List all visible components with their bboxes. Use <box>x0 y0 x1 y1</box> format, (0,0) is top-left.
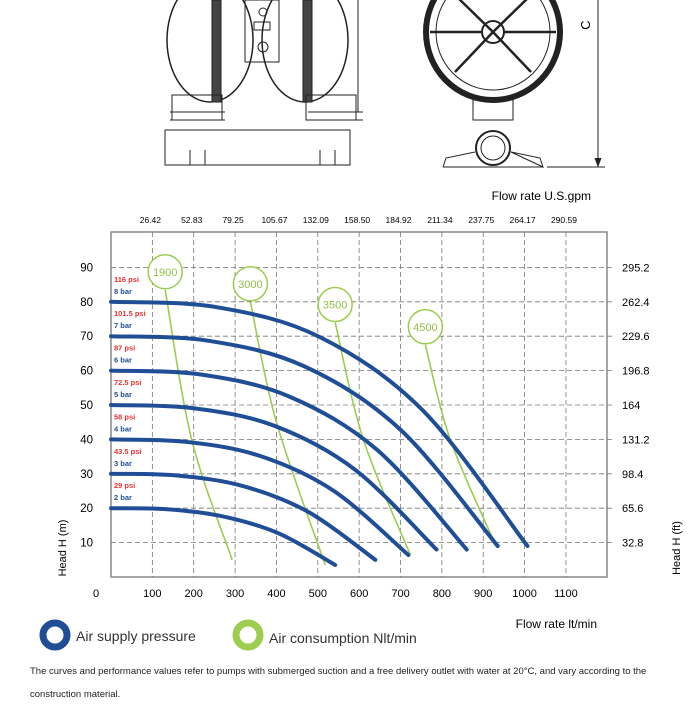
psi-label: 87 psi <box>114 344 135 353</box>
bar-label: 3 bar <box>114 459 132 468</box>
x-top-tick-label: 132.09 <box>303 215 329 225</box>
y-tick-label: 40 <box>80 434 93 446</box>
air-consumption-label: 3000 <box>238 279 262 291</box>
y-axis-title: Head H (m) <box>57 520 69 577</box>
y-right-tick-label: 262.4 <box>622 297 650 309</box>
footnote: The curves and performance values refer … <box>30 666 647 700</box>
x-top-tick-label: 79.25 <box>222 215 244 225</box>
x-tick-label: 800 <box>433 588 451 600</box>
air-consumption-curve-1900 <box>164 289 233 561</box>
bar-label: 7 bar <box>114 321 132 330</box>
air-consumption-label: 4500 <box>413 322 437 334</box>
y-tick-label: 70 <box>80 331 93 343</box>
x-top-axis-title: Flow rate U.S.gpm <box>492 189 591 203</box>
air-consumption-marker <box>147 254 183 290</box>
y-tick-label: 60 <box>80 366 93 378</box>
pump-front-view-drawing <box>164 0 363 166</box>
y-tick-label: 80 <box>80 297 93 309</box>
psi-label: 43.5 psi <box>114 447 142 456</box>
psi-label: 116 psi <box>114 275 139 284</box>
x-top-tick-label: 264.17 <box>510 215 536 225</box>
bar-label: 8 bar <box>114 287 132 296</box>
x-tick-label: 1100 <box>554 588 578 600</box>
y-right-tick-label: 229.6 <box>622 331 650 343</box>
y-tick-label: 90 <box>80 262 93 274</box>
y-tick-label: 50 <box>80 400 93 412</box>
air-consumption-marker <box>232 266 269 302</box>
x-tick-label: 0 <box>93 588 99 600</box>
bar-label: 4 bar <box>114 424 132 433</box>
y-tick-label: 10 <box>80 538 93 550</box>
x-top-tick-label: 26.42 <box>140 215 162 225</box>
psi-label: 29 psi <box>114 481 135 490</box>
air-consumption-curve-3000 <box>249 301 327 566</box>
y-right-tick-label: 65.6 <box>622 503 643 515</box>
y-right-tick-label: 295.2 <box>622 262 650 274</box>
x-top-tick-label: 158.50 <box>344 215 370 225</box>
dimension-c-label: C <box>578 20 593 29</box>
x-top-tick-label: 211.34 <box>427 215 453 225</box>
legend-air-label: Air consumption Nlt/min <box>269 630 417 646</box>
y-right-tick-label: 98.4 <box>622 469 643 481</box>
y-right-tick-label: 32.8 <box>622 538 643 550</box>
y-tick-label: 30 <box>80 469 93 481</box>
x-tick-label: 600 <box>350 588 368 600</box>
y-right-tick-label: 131.2 <box>622 434 650 446</box>
x-tick-label: 100 <box>143 588 161 600</box>
psi-label: 72.5 psi <box>114 378 142 387</box>
pressure-curve-8-bar <box>109 299 530 549</box>
bar-label: 2 bar <box>114 493 132 502</box>
x-top-tick-label: 290.59 <box>551 215 577 225</box>
y-tick-label: 20 <box>80 503 93 515</box>
pressure-curve-3-bar <box>109 471 378 562</box>
bar-label: 5 bar <box>114 390 132 399</box>
x-tick-label: 400 <box>267 588 285 600</box>
x-top-tick-label: 105.67 <box>261 215 287 225</box>
pressure-curve-5-bar <box>109 403 439 552</box>
pressure-curve-4-bar <box>109 437 411 557</box>
legend-pressure-label: Air supply pressure <box>76 628 196 644</box>
psi-label: 58 psi <box>114 412 135 421</box>
bar-label: 6 bar <box>114 356 132 365</box>
pressure-curve-7-bar <box>109 334 500 549</box>
y-right-axis-title: Head H (ft) <box>671 521 683 575</box>
air-consumption-label: 1900 <box>153 267 177 279</box>
legend-pressure-swatch <box>39 619 71 651</box>
x-tick-label: 200 <box>185 588 203 600</box>
air-consumption-marker <box>407 309 444 345</box>
y-right-tick-label: 196.8 <box>622 366 650 378</box>
x-tick-label: 900 <box>474 588 492 600</box>
pressure-curve-6-bar <box>109 368 469 552</box>
legend-air-swatch <box>232 619 264 651</box>
x-tick-label: 700 <box>391 588 409 600</box>
y-right-tick-label: 164 <box>622 400 640 412</box>
x-axis-title: Flow rate lt/min <box>516 617 597 631</box>
x-tick-label: 300 <box>226 588 244 600</box>
x-tick-label: 1000 <box>512 588 536 600</box>
x-top-tick-label: 237.75 <box>468 215 494 225</box>
x-top-tick-label: 184.92 <box>386 215 412 225</box>
pressure-curve-2-bar <box>109 506 338 567</box>
x-tick-label: 500 <box>309 588 327 600</box>
air-consumption-label: 3500 <box>323 299 347 311</box>
psi-label: 101.5 psi <box>114 309 146 318</box>
pump-side-view-drawing <box>423 0 605 168</box>
x-top-tick-label: 52.83 <box>181 215 203 225</box>
air-consumption-marker <box>317 286 353 323</box>
